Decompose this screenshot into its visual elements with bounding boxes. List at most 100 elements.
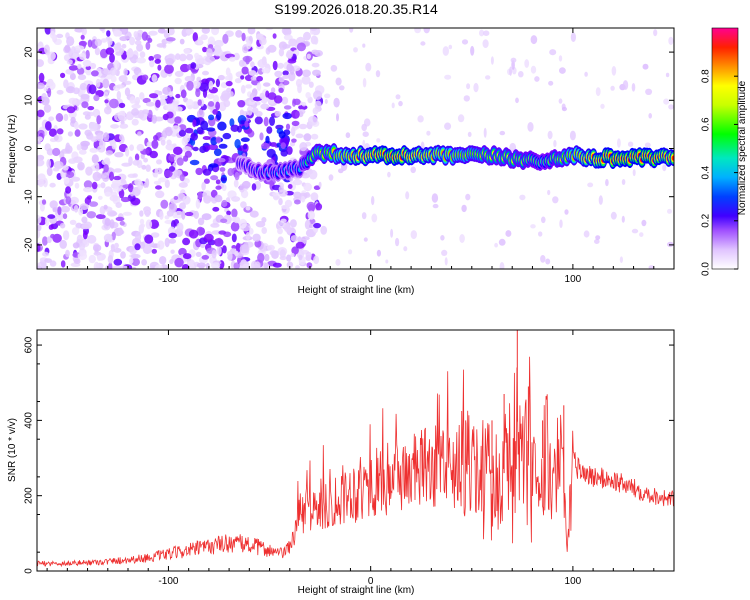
- spectrogram-cell: [195, 251, 202, 257]
- spectrogram-cell: [168, 238, 177, 244]
- spectrogram-cell: [240, 137, 250, 142]
- spectrogram-cell: [169, 259, 174, 265]
- spectrogram-xtick-label: 0: [368, 274, 374, 285]
- spectrogram-cell: [338, 168, 344, 174]
- spectrogram-cell: [245, 232, 251, 241]
- spectrogram-cell: [125, 147, 130, 157]
- spectrogram-cell: [79, 52, 87, 61]
- spectrogram-cell: [48, 116, 55, 121]
- spectrogram-cell: [229, 91, 234, 98]
- spectrogram-cell: [222, 132, 232, 140]
- spectrogram-cell: [37, 243, 41, 252]
- spectrogram-cell: [235, 242, 241, 253]
- spectrogram-cell: [214, 194, 223, 203]
- spectrogram-cell: [154, 90, 160, 95]
- spectrogram-cell: [148, 55, 154, 62]
- spectrogram-cell: [261, 142, 270, 150]
- spectrogram-cell: [109, 194, 119, 202]
- spectrogram-cell: [202, 136, 211, 140]
- spectrogram-cell: [164, 170, 173, 178]
- spectrogram-cell: [57, 206, 62, 216]
- spectrogram-cell: [153, 54, 162, 60]
- spectrogram-cell: [552, 196, 559, 204]
- snr-xtick-label: -100: [158, 576, 178, 587]
- spectrogram-cell: [78, 123, 88, 130]
- spectrogram-cell: [558, 55, 563, 62]
- spectrogram-cell: [272, 33, 277, 39]
- spectrogram-cell: [234, 171, 240, 181]
- spectrogram-cell: [259, 92, 265, 100]
- spectrogram-cell: [90, 136, 98, 143]
- spectrogram-cell: [197, 99, 202, 106]
- spectrogram-cell: [100, 38, 108, 43]
- spectrogram-cell: [68, 97, 77, 105]
- spectrogram-cell: [85, 49, 90, 59]
- spectrogram-cell: [371, 213, 378, 223]
- spectrogram-cell: [267, 44, 277, 53]
- spectrogram-cell: [318, 181, 322, 188]
- spectrogram-cell: [96, 115, 102, 125]
- spectrogram-cell: [201, 255, 210, 260]
- spectrogram-cell: [134, 243, 141, 251]
- spectrogram-cell: [184, 75, 193, 82]
- spectrogram-cell: [233, 179, 239, 188]
- spectrogram-cell: [250, 76, 258, 81]
- spectrogram-cell: [287, 184, 293, 189]
- spectrogram-cell: [211, 28, 220, 36]
- spectrogram-cell: [250, 61, 255, 68]
- spectrogram-cell: [290, 126, 296, 137]
- spectrogram-cell: [313, 255, 320, 265]
- spectrogram-cell: [202, 28, 208, 33]
- spectrogram-cell: [313, 36, 319, 45]
- spectrogram-cell: [63, 113, 69, 122]
- spectrogram-cell: [349, 28, 354, 33]
- spectrogram-cell: [107, 254, 114, 264]
- spectrogram-cell: [165, 57, 174, 66]
- spectrogram-cell: [87, 39, 93, 48]
- spectrogram-cell: [330, 64, 338, 72]
- spectrogram-cell: [213, 94, 220, 104]
- spectrogram-cell: [283, 223, 291, 233]
- spectrogram-cell: [287, 58, 297, 64]
- spectrogram-cell: [145, 101, 155, 107]
- spectrogram-cell: [205, 55, 216, 63]
- spectrogram-cell: [197, 217, 205, 226]
- spectrogram-cell: [50, 233, 56, 239]
- spectrogram-cell: [307, 210, 315, 220]
- spectrogram-cell: [120, 196, 131, 203]
- spectrogram-cell: [117, 110, 126, 121]
- colorbar-label: Normalized spectral amplitude: [737, 80, 748, 215]
- spectrogram-cell: [110, 244, 115, 253]
- spectrogram-cell: [59, 222, 66, 229]
- spectrogram-cell: [499, 262, 505, 269]
- spectrogram-cell: [83, 180, 93, 189]
- spectrogram-cell: [206, 127, 216, 132]
- spectrogram-xtick-label: -100: [158, 274, 178, 285]
- spectrogram-cell: [116, 90, 122, 100]
- spectrogram-cell: [314, 100, 322, 110]
- spectrogram-cell: [558, 98, 563, 104]
- spectrogram-cell: [465, 193, 471, 201]
- spectrogram-cell: [385, 259, 389, 264]
- spectrogram-cell: [190, 132, 198, 141]
- spectrogram-cell: [37, 82, 45, 90]
- spectrogram-cell: [211, 230, 222, 235]
- spectrogram-cell: [518, 71, 524, 78]
- spectrogram-cell: [56, 33, 64, 39]
- spectrogram-cell: [79, 82, 87, 91]
- spectrogram-cell: [66, 59, 73, 65]
- spectrogram-cell: [217, 74, 225, 81]
- spectrogram-cell: [148, 30, 158, 36]
- spectrogram-cell: [283, 105, 292, 110]
- spectrogram-cell: [45, 81, 56, 91]
- spectrogram-cell: [292, 98, 301, 106]
- spectrogram-cell: [37, 224, 42, 231]
- spectrogram-cell: [303, 31, 311, 41]
- snr-ticks: -100 0 100 0 200 400 600: [24, 330, 675, 587]
- spectrogram-cell: [103, 204, 108, 210]
- spectrogram-cell: [215, 136, 222, 144]
- spectrogram-cell: [96, 132, 103, 142]
- spectrogram-cell: [173, 146, 183, 155]
- spectrogram-cell: [631, 228, 639, 234]
